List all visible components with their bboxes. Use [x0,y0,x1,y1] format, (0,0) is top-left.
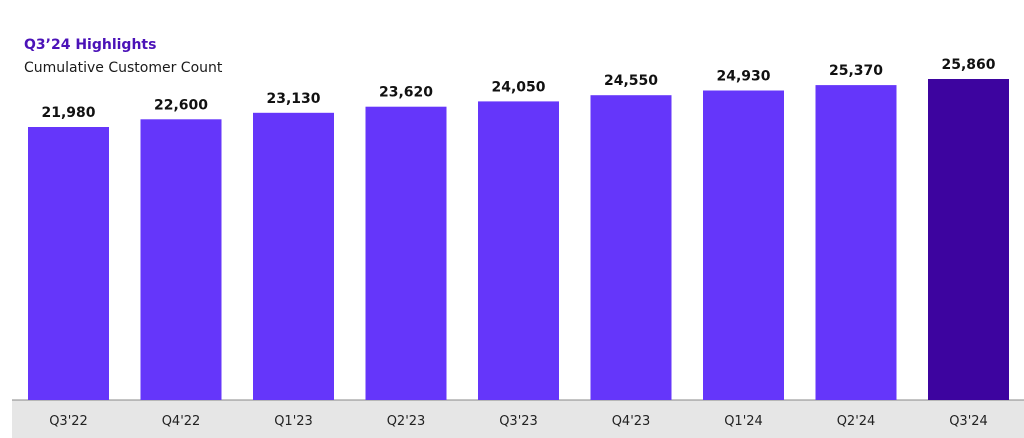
x-tick-label: Q4'22 [162,414,201,429]
bar-Q1'23 [253,112,334,401]
x-tick-label: Q1'23 [274,414,313,429]
data-label: 24,050 [491,79,545,95]
bar-Q3'22 [28,127,109,400]
x-tick-label: Q3'22 [49,414,88,429]
x-tick-label: Q2'23 [387,414,426,429]
x-tick-label: Q1'24 [724,414,763,429]
data-label: 23,620 [379,85,433,101]
x-tick-label: Q3'24 [949,414,988,429]
chart-title: Q3’24 Highlights [24,37,157,53]
bar-Q2'23 [365,106,447,400]
data-label: 24,930 [716,69,770,85]
data-label: 25,860 [941,57,995,73]
data-label: 23,130 [266,91,320,107]
bar-Q3'23 [478,101,559,401]
bar-Q4'23 [590,95,672,400]
bar-Q1'24 [703,90,784,400]
bar-Q2'24 [815,85,897,400]
bar-Q3'24 [928,79,1009,400]
x-tick-label: Q4'23 [612,414,651,429]
data-label: 21,980 [41,105,95,121]
x-tick-label: Q2'24 [837,414,876,429]
x-axis-band [12,400,1024,438]
chart-subtitle: Cumulative Customer Count [24,60,223,76]
bar-Q4'22 [140,119,222,401]
x-tick-label: Q3'23 [499,414,538,429]
data-label: 24,550 [604,73,658,89]
data-label: 25,370 [829,63,883,79]
data-label: 22,600 [154,97,208,113]
